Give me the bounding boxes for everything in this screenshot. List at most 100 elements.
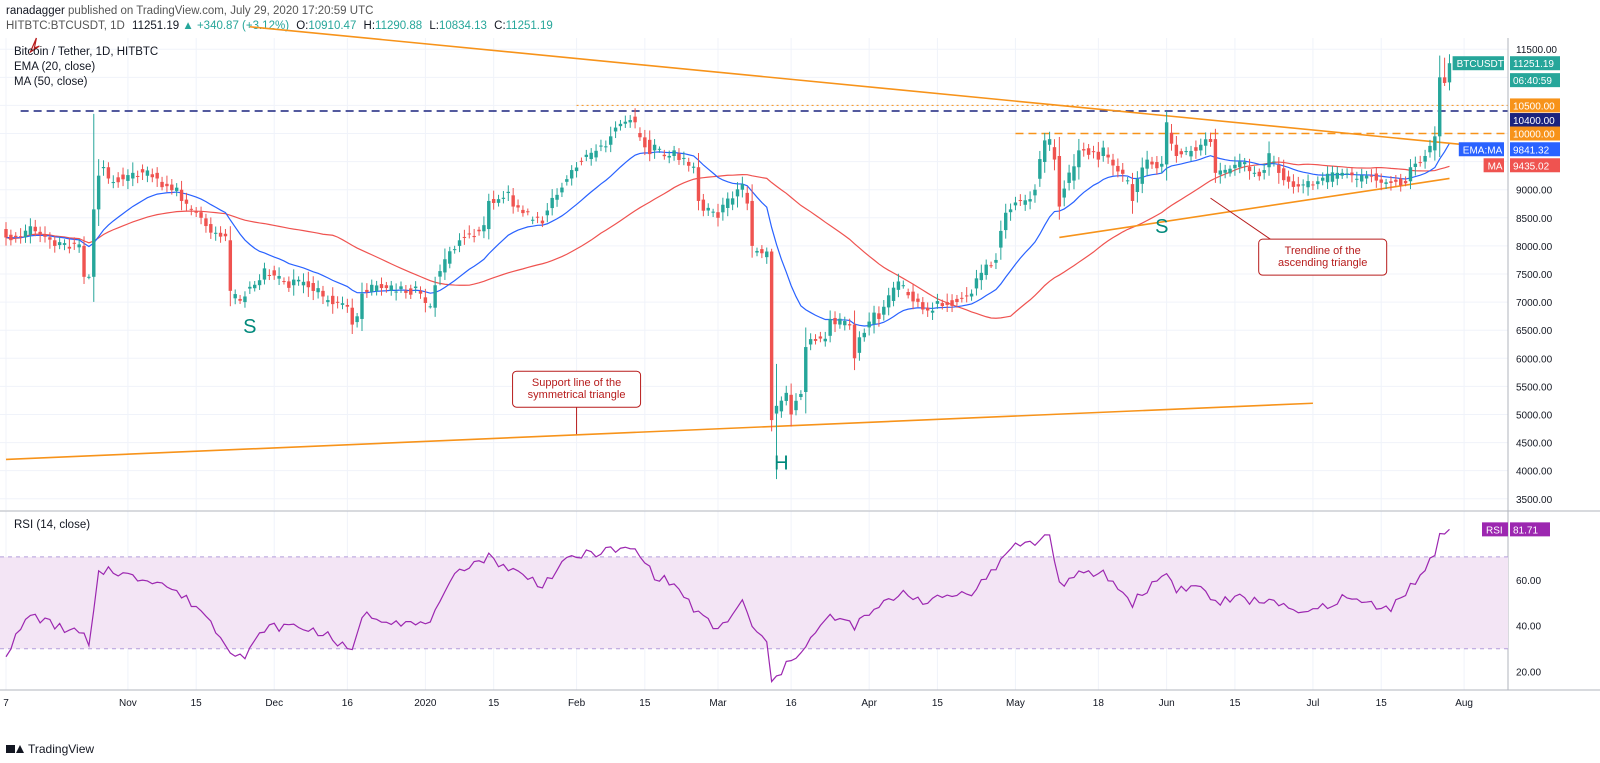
candle	[1340, 168, 1344, 179]
candle	[413, 281, 418, 293]
candle	[921, 297, 925, 315]
candle-body	[267, 274, 272, 276]
candle	[1330, 166, 1335, 188]
candle-body	[1447, 63, 1452, 83]
candle	[594, 144, 598, 162]
candle-body	[726, 198, 730, 208]
time-tick-label: 15	[932, 698, 944, 709]
candle	[57, 236, 62, 250]
candle-body	[370, 284, 374, 292]
candle	[925, 302, 930, 317]
candle-body	[955, 298, 959, 303]
candle-body	[116, 177, 120, 183]
candle-body	[321, 290, 325, 297]
candle	[726, 192, 730, 217]
rsi-legend[interactable]: RSI (14, close)	[14, 519, 91, 531]
legend-title[interactable]: Bitcoin / Tether, 1D, HITBTC	[14, 46, 159, 58]
price-tag-bg	[1510, 73, 1560, 88]
candle-body	[199, 212, 203, 218]
price-tick-label: 8500.00	[1516, 214, 1553, 225]
candle	[326, 295, 330, 307]
candle	[945, 293, 949, 312]
candle	[740, 176, 745, 198]
candle	[1189, 145, 1193, 162]
candle-body	[838, 318, 842, 325]
candle	[1399, 173, 1403, 192]
candle-body	[921, 302, 925, 310]
time-tick-label: Jul	[1307, 698, 1320, 709]
candle	[467, 225, 471, 239]
candle	[687, 157, 691, 172]
candle-body	[233, 294, 237, 299]
candle	[906, 288, 910, 299]
candle	[121, 167, 125, 187]
candle	[1091, 145, 1096, 159]
price-tick-label: 5500.00	[1516, 382, 1553, 393]
candle	[843, 316, 847, 331]
candle	[292, 269, 296, 296]
candle-body	[516, 205, 520, 208]
candle-body	[394, 291, 398, 293]
candle	[1301, 179, 1305, 194]
candle-body	[9, 234, 13, 241]
legend-ma[interactable]: MA (50, close)	[14, 76, 88, 88]
candle-body	[857, 337, 862, 353]
time-tick-label: 16	[342, 698, 354, 709]
tradingview-logo[interactable]: TradingView	[6, 742, 94, 756]
price-tick-label: 9000.00	[1516, 186, 1553, 197]
candle-body	[389, 285, 393, 291]
candle	[589, 148, 593, 166]
candle	[569, 165, 574, 186]
candle	[428, 303, 432, 309]
author-name[interactable]: ranadagger	[6, 5, 65, 17]
candle	[1423, 149, 1427, 169]
candle-body	[1072, 166, 1076, 181]
candle	[433, 276, 437, 317]
candle	[228, 226, 233, 307]
callout-box	[512, 370, 642, 408]
candle-body	[1023, 200, 1027, 205]
candle-body	[994, 259, 998, 263]
legend-ema[interactable]: EMA (20, close)	[14, 61, 96, 73]
last-price: 11251.19	[132, 20, 180, 32]
candle	[565, 175, 569, 186]
candle-body	[813, 339, 818, 341]
candle	[750, 184, 754, 258]
candle	[935, 293, 940, 309]
candle-body	[1169, 132, 1174, 144]
candle-body	[335, 301, 340, 303]
candle-body	[574, 167, 579, 172]
candle-body	[150, 174, 155, 178]
candle-body	[1077, 150, 1081, 168]
candle	[1169, 123, 1174, 151]
candle-body	[701, 199, 706, 211]
candle	[272, 265, 276, 280]
candle-body	[1155, 162, 1159, 169]
chart-legend: Bitcoin / Tether, 1D, HITBTC EMA (20, cl…	[14, 45, 158, 90]
candle-body	[262, 268, 267, 280]
price-tag: 06:40:59	[1510, 73, 1560, 88]
time-tick-label: Jun	[1159, 698, 1175, 709]
candle	[4, 222, 8, 246]
rsi-tag-name-bg	[1482, 522, 1508, 537]
candle	[765, 247, 769, 264]
candle-body	[1252, 172, 1257, 174]
indicator-lines	[5, 142, 1450, 327]
candle	[374, 280, 379, 296]
candle	[882, 300, 886, 321]
candle-body	[799, 393, 803, 398]
candle	[243, 291, 247, 308]
candle-body	[462, 236, 467, 238]
candle-body	[1160, 163, 1164, 167]
candle	[145, 166, 150, 183]
candle-body	[1281, 168, 1286, 181]
candle-body	[555, 194, 559, 200]
candle	[613, 121, 618, 139]
candle-body	[984, 264, 988, 276]
time-tick-label: Apr	[861, 698, 877, 709]
candle	[735, 182, 740, 208]
time-tick-label: Mar	[709, 698, 727, 709]
candle-body	[1101, 147, 1105, 156]
candle	[652, 139, 657, 159]
